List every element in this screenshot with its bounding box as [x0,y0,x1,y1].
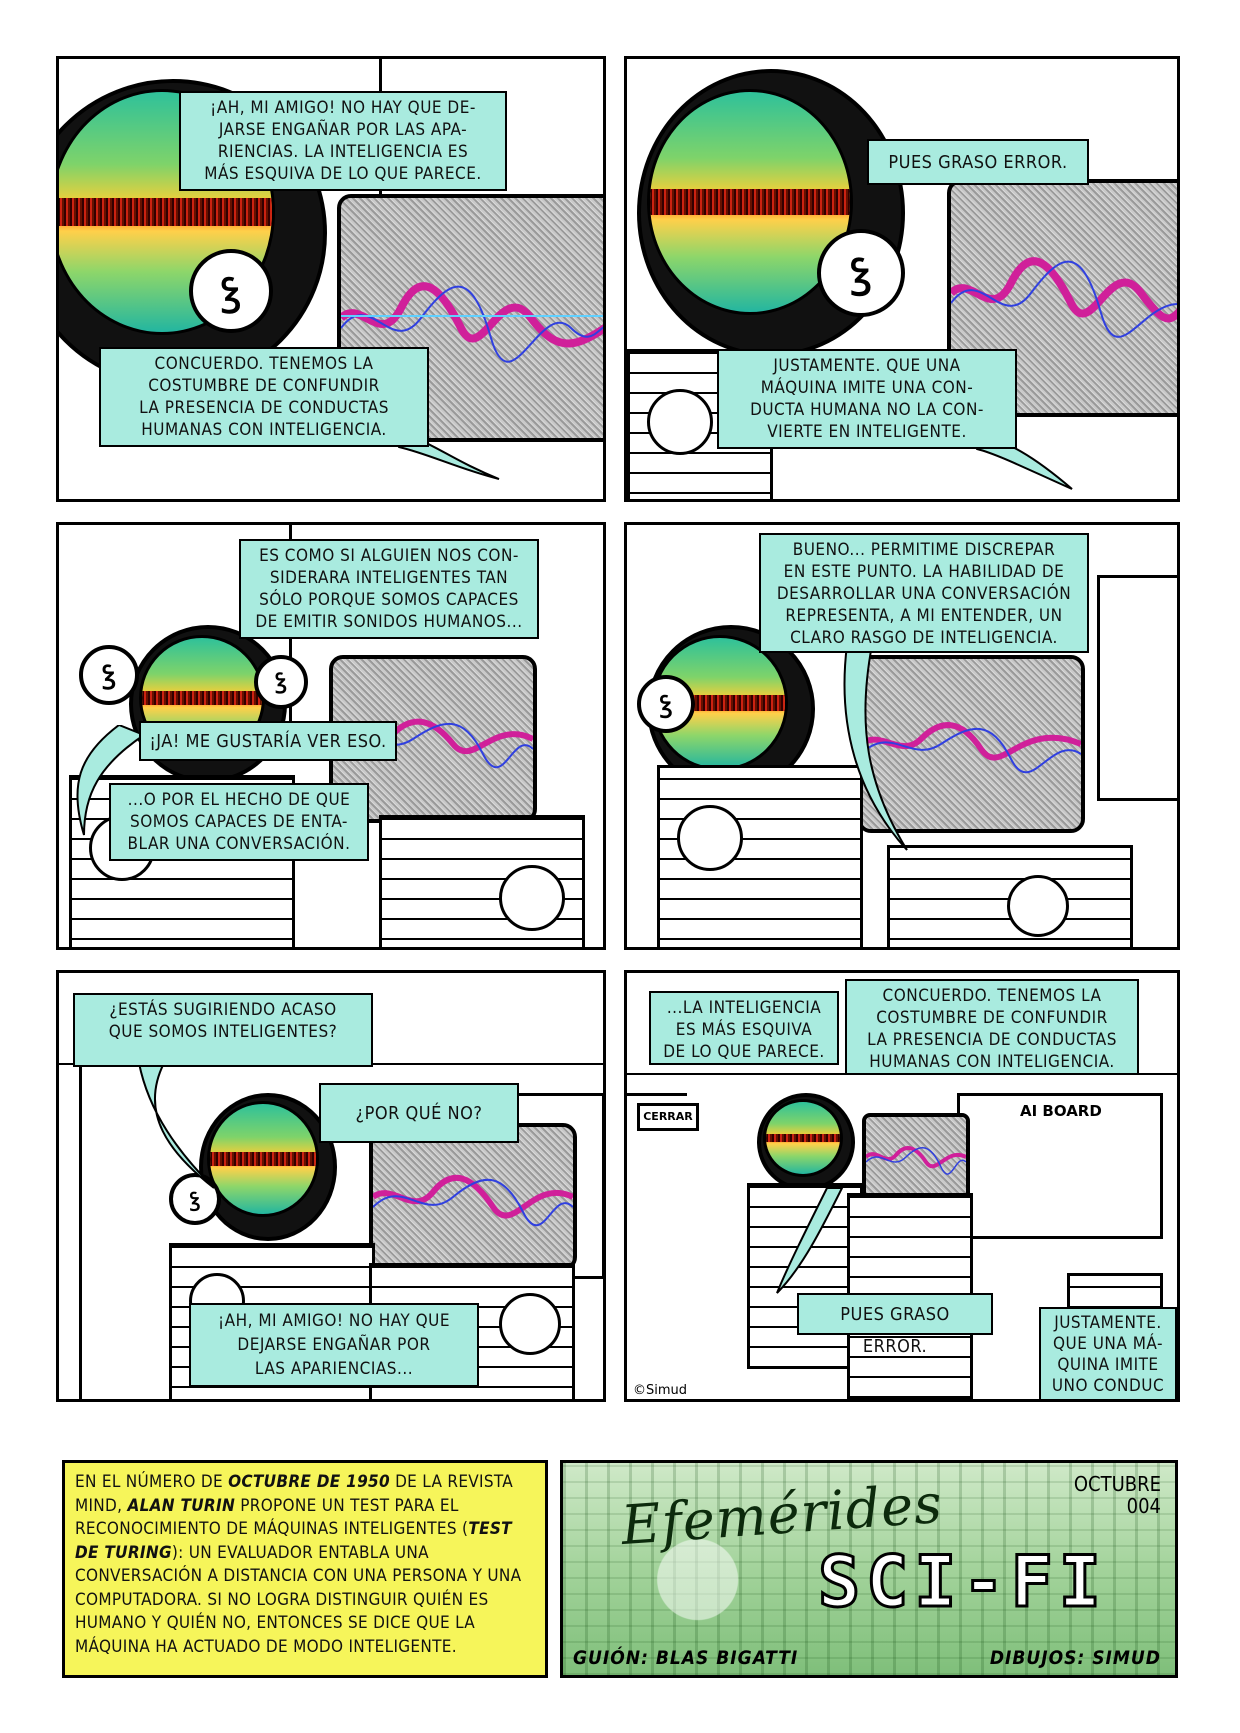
speech-bubble: ¿ESTÁS SUGIRIENDO ACASO QUE SOMOS INTELI… [73,993,373,1067]
comic-panel-6: CERRAR AI BOARD ...LA INTELIGENCIA ES MÁ… [624,970,1180,1402]
caption-text: DE LA REVISTA MIND, [75,1472,513,1516]
speech-bubble: JUSTAMENTE. QUE UNA MÁ- QUINA IMITE UNO … [1039,1307,1177,1399]
speech-bubble: ¿POR QUÉ NO? [319,1083,519,1143]
caption-highlight: TEST DE TURING [75,1519,512,1563]
historical-caption: EN EL NÚMERO DE OCTUBRE DE 1950 DE LA RE… [62,1460,548,1678]
robot-console [747,1183,863,1369]
waveform-graphic [373,1174,573,1227]
wall-board [1097,575,1177,801]
script-credit: GUIÓN: BLAS BIGATTI [573,1647,799,1669]
series-title-box: Efemérides SCI-FI OCTUBRE 004 GUIÓN: BLA… [560,1460,1178,1678]
ai-board-title: AI BOARD [1020,1102,1102,1120]
robot-visor [207,1101,319,1217]
issue-number: 004 [1126,1494,1161,1518]
speech-bubble: BUENO... PERMITIME DISCREPAR EN ESTE PUN… [759,533,1089,653]
art-credit: DIBUJOS: SIMUD [989,1647,1161,1669]
console-dial [647,389,713,455]
console-dial [499,865,565,931]
door-frame [79,1063,82,1399]
speech-bubble: ¡AH, MI AMIGO! NO HAY QUE DEJARSE ENGAÑA… [189,1303,479,1387]
robot-ear: ꝣ [189,249,273,333]
console-dial [677,805,743,871]
robot-ear: ꝣ [817,229,905,317]
caption-highlight: ALAN TURIN [127,1495,236,1516]
speech-bubble: ...LA INTELIGENCIA ES MÁS ESQUIVA DE LO … [649,991,839,1065]
tv-screen [857,655,1085,833]
caption-highlight: OCTUBRE DE 1950 [228,1472,390,1492]
robot-ear: ꝣ [637,675,695,733]
robot-ear: ꝣ [169,1173,221,1225]
door-frame [627,1093,687,1096]
tv-screen [862,1113,970,1201]
waveform-graphic [866,1145,966,1175]
caption-text: PROPONE UN TEST PARA EL RECONOCIMIENTO D… [75,1495,469,1540]
tv-screen [369,1123,577,1271]
waveform-graphic [951,257,1177,338]
comic-panel-3: ꝣ ꝣ ES COMO SI ALGUIEN NOS CON- SIDERARA… [56,522,606,950]
issue-label: OCTUBRE 004 [1074,1473,1161,1517]
waveform-graphic [341,282,603,363]
speech-bubble: ¡JA! ME GUSTARÍA VER ESO. [139,721,397,761]
issue-month: OCTUBRE [1073,1472,1161,1496]
speech-bubble: PUES GRASO ERROR. [867,139,1089,185]
comic-panel-1: ꝣ ¡AH, MI AMIGO! NO HAY QUE DE- JARSE EN… [56,56,606,502]
console-dial [499,1293,561,1355]
computer-room-background [563,1463,1175,1675]
bubble-tail [776,1188,844,1294]
waveform-graphic [861,722,1081,774]
speech-bubble: CONCUERDO. TENEMOS LA COSTUMBRE DE CONFU… [99,347,429,447]
robot-visor [763,1099,843,1177]
speech-bubble: JUSTAMENTE. QUE UNA MÁQUINA IMITE UNA CO… [717,349,1017,449]
door-sign: CERRAR [637,1103,699,1131]
console-dial [1007,875,1069,937]
robot-ear: ꝣ [254,655,308,709]
caption-text: EN EL NÚMERO DE [75,1472,229,1492]
bubble-tail [843,645,908,851]
speech-bubble: PUES GRASO ERROR. [797,1293,993,1357]
speech-bubble: ¡AH, MI AMIGO! NO HAY QUE DE- JARSE ENGA… [179,91,507,191]
ai-board: AI BOARD [957,1093,1163,1239]
speech-bubble: ES COMO SI ALGUIEN NOS CON- SIDERARA INT… [239,539,539,639]
comic-panel-5: ꝣ ¿ESTÁS SUGIRIENDO ACASO QUE SOMOS INTE… [56,970,606,1402]
series-subtitle: SCI-FI [817,1540,1107,1625]
comic-panel-4: ꝣ BUENO... PERMITIME DISCREPAR EN ESTE P… [624,522,1180,950]
speech-bubble: ...O POR EL HECHO DE QUE SOMOS CAPACES D… [109,783,369,861]
robot-ear: ꝣ [79,645,139,705]
comic-panel-2: ꝣ PUES GRASO ERROR. JUSTAMENTE. QUE UNA … [624,56,1180,502]
caption-text: ): UN EVALUADOR ENTABLA UNA CONVERSACIÓN… [75,1542,522,1657]
speech-bubble: CONCUERDO. TENEMOS LA COSTUMBRE DE CONFU… [845,979,1139,1075]
copyright-label: ©Simud [633,1383,688,1398]
bubble-tail [137,1063,215,1189]
bubble-tail [76,725,147,836]
